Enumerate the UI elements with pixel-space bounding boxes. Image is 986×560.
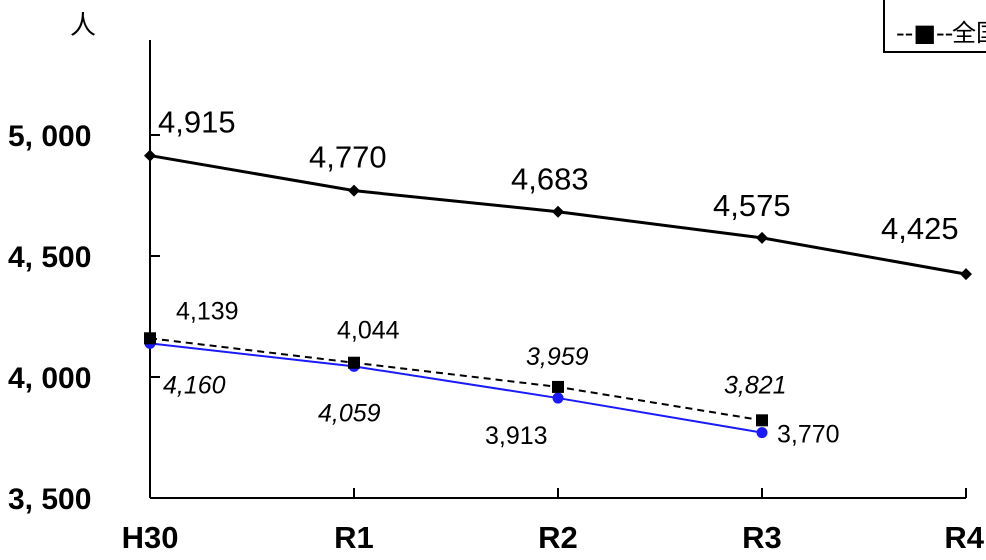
legend-entry-dashed: 全国 <box>952 19 986 47</box>
data-label-top: 4,683 <box>511 162 589 197</box>
point-top <box>552 205 564 218</box>
y-tick-label: 5, 000 <box>8 120 91 153</box>
x-tick-label: R2 <box>538 520 578 555</box>
point-top <box>348 184 360 197</box>
y-tick-label: 4, 000 <box>8 362 91 395</box>
data-label-top: 4,575 <box>713 188 791 223</box>
x-tick-label: R3 <box>742 520 782 555</box>
y-ticks: 3, 500 4, 000 4, 500 5, 000 <box>8 120 160 516</box>
point-top <box>756 231 768 244</box>
data-label-blue: 4,044 <box>337 316 400 344</box>
point-top <box>144 149 156 162</box>
data-label-blue: 3,770 <box>777 421 840 449</box>
point-dashed <box>348 356 360 369</box>
x-tick-label: H30 <box>122 520 179 555</box>
x-tick-label: R1 <box>334 520 374 555</box>
x-ticks: H30 R1 R2 R3 R4 <box>122 488 985 555</box>
y-axis-unit: 人 <box>70 11 96 41</box>
y-tick-label: 4, 500 <box>8 241 91 274</box>
data-label-dashed: 3,821 <box>724 371 787 399</box>
point-dashed <box>756 414 768 427</box>
data-label-blue: 4,139 <box>176 297 239 325</box>
series-markers <box>144 149 972 439</box>
data-label-top: 4,770 <box>309 140 387 175</box>
point-blue <box>756 427 768 439</box>
point-dashed <box>552 380 564 393</box>
legend: --■-- 全国 <box>883 0 986 53</box>
legend-marker-dashed: --■-- <box>896 19 953 47</box>
point-top <box>960 268 972 281</box>
data-label-dashed: 4,059 <box>318 400 381 428</box>
data-labels: 4,915 4,770 4,683 4,575 4,425 4,139 4,044 3,913… <box>158 105 959 450</box>
point-blue <box>552 392 564 404</box>
series-line-blue <box>149 342 763 434</box>
data-label-blue: 3,913 <box>485 422 548 450</box>
data-label-dashed: 3,959 <box>526 343 589 371</box>
y-tick-label: 3, 500 <box>8 483 91 516</box>
x-tick-label: R4 <box>944 520 984 555</box>
legend-box <box>883 0 986 53</box>
point-dashed <box>144 332 156 345</box>
series-line-dashed <box>149 337 763 422</box>
data-label-top: 4,915 <box>158 105 236 140</box>
data-label-dashed: 4,160 <box>163 371 226 399</box>
data-label-top: 4,425 <box>881 211 959 246</box>
